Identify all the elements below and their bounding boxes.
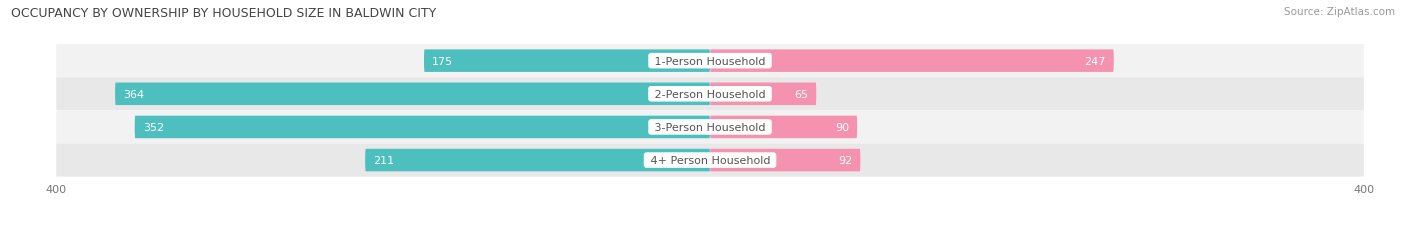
Text: 3-Person Household: 3-Person Household [651,122,769,132]
Text: 364: 364 [124,89,145,99]
FancyBboxPatch shape [425,50,710,73]
FancyBboxPatch shape [56,78,1364,111]
Text: 65: 65 [794,89,808,99]
FancyBboxPatch shape [710,50,1114,73]
Text: 247: 247 [1084,56,1105,66]
FancyBboxPatch shape [710,83,817,106]
Text: 4+ Person Household: 4+ Person Household [647,155,773,165]
Text: 90: 90 [835,122,849,132]
Text: 2-Person Household: 2-Person Household [651,89,769,99]
FancyBboxPatch shape [56,111,1364,144]
FancyBboxPatch shape [710,116,858,139]
FancyBboxPatch shape [366,149,710,172]
Text: OCCUPANCY BY OWNERSHIP BY HOUSEHOLD SIZE IN BALDWIN CITY: OCCUPANCY BY OWNERSHIP BY HOUSEHOLD SIZE… [11,7,436,20]
Text: 211: 211 [374,155,395,165]
FancyBboxPatch shape [135,116,710,139]
FancyBboxPatch shape [56,144,1364,177]
Text: 352: 352 [143,122,165,132]
FancyBboxPatch shape [115,83,710,106]
FancyBboxPatch shape [56,45,1364,78]
Text: Source: ZipAtlas.com: Source: ZipAtlas.com [1284,7,1395,17]
FancyBboxPatch shape [710,149,860,172]
Text: 1-Person Household: 1-Person Household [651,56,769,66]
Text: 92: 92 [838,155,852,165]
Text: 175: 175 [432,56,453,66]
